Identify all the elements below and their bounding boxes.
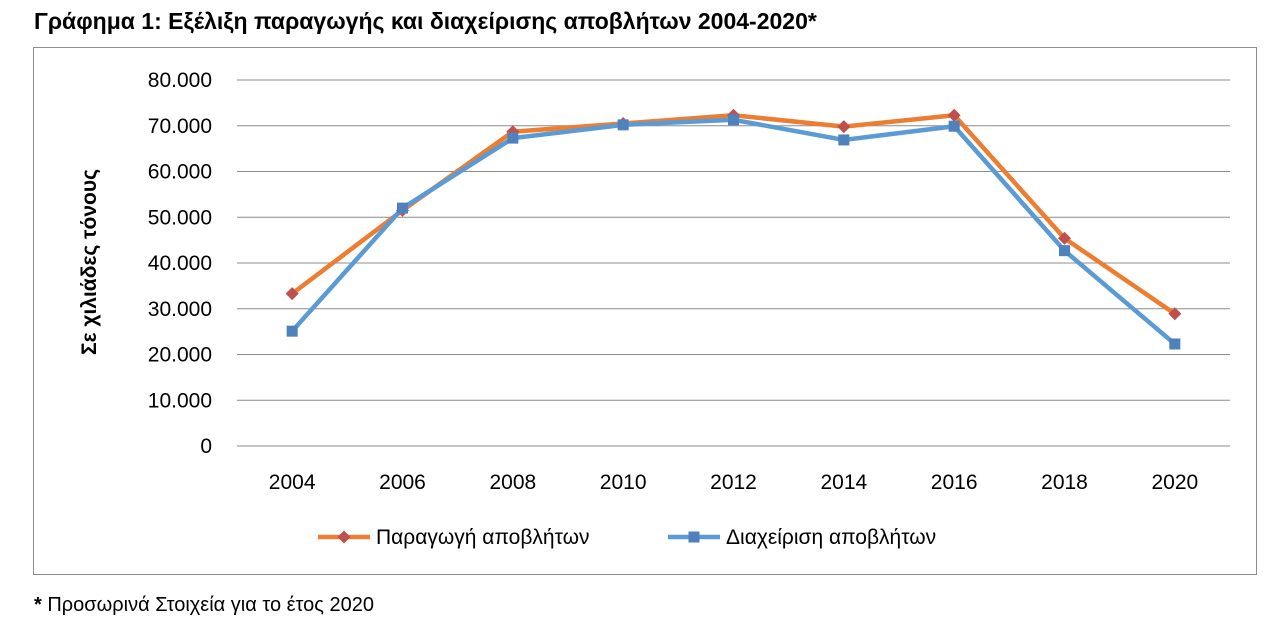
footnote: * Προσωρινά Στοιχεία για το έτος 2020: [34, 594, 374, 617]
footnote-text: Προσωρινά Στοιχεία για το έτος 2020: [41, 594, 374, 616]
series-line: [289, 117, 1178, 347]
x-tick-label: 2020: [1151, 471, 1198, 494]
x-tick-label: 2004: [269, 471, 316, 494]
footnote-marker: *: [34, 594, 42, 616]
series-line: [289, 112, 1178, 317]
x-tick-label: 2006: [379, 471, 426, 494]
data-point: [1059, 245, 1070, 257]
x-axis-tick-labels: 2004 2006 2008 2010 2012 2014 2016 2018 2020: [269, 471, 1198, 494]
legend-entry: Παραγωγή αποβλήτων: [318, 526, 589, 549]
data-point: [948, 120, 960, 132]
x-tick-label: 2012: [710, 471, 757, 494]
y-tick-label: 80.000: [148, 69, 212, 92]
x-tick-label: 2014: [820, 471, 867, 494]
series-1: [285, 108, 1182, 321]
gridlines: [237, 79, 1230, 447]
data-point: [838, 134, 850, 146]
x-tick-label: 2016: [931, 471, 978, 494]
data-point: [1058, 231, 1071, 245]
chart-title: Γράφημα 1: Εξέλιξη παραγωγής και διαχείρ…: [34, 8, 817, 34]
y-tick-label: 0: [200, 435, 212, 458]
y-axis-tick-labels: 0 10.000 20.000 30.000 40.000 50.000 60.000 70.…: [148, 69, 212, 458]
legend-swatch-marker: [688, 531, 700, 543]
data-point: [837, 120, 851, 134]
legend-swatch-marker: [337, 530, 351, 544]
chart-frame: [33, 47, 1257, 575]
data-point: [286, 325, 298, 337]
legend-label: Διαχείριση αποβλήτων: [726, 526, 936, 549]
x-tick-label: 2018: [1041, 471, 1088, 494]
y-tick-label: 30.000: [148, 298, 212, 321]
x-tick-label: 2010: [600, 471, 647, 494]
y-tick-label: 20.000: [148, 344, 212, 367]
y-tick-label: 40.000: [148, 252, 212, 275]
data-point: [947, 108, 961, 122]
data-point: [1169, 338, 1181, 350]
legend: Παραγωγή αποβλήτων Διαχείριση αποβλήτων: [318, 526, 936, 549]
data-point: [397, 202, 408, 214]
legend-entry: Διαχείριση αποβλήτων: [668, 526, 936, 549]
data-point: [728, 114, 739, 126]
series-lines: [285, 108, 1182, 350]
data-point: [285, 287, 299, 301]
x-tick-label: 2008: [489, 471, 536, 494]
y-tick-label: 50.000: [148, 206, 212, 229]
data-point: [507, 132, 519, 144]
data-point: [617, 119, 629, 131]
y-tick-label: 60.000: [148, 161, 212, 184]
legend-label: Παραγωγή αποβλήτων: [376, 526, 589, 549]
series-2: [286, 114, 1181, 350]
y-tick-label: 70.000: [148, 115, 212, 138]
y-tick-label: 10.000: [148, 389, 212, 412]
y-axis-label: Σε χιλιάδες τόνους: [78, 169, 101, 355]
data-point: [1168, 307, 1182, 321]
